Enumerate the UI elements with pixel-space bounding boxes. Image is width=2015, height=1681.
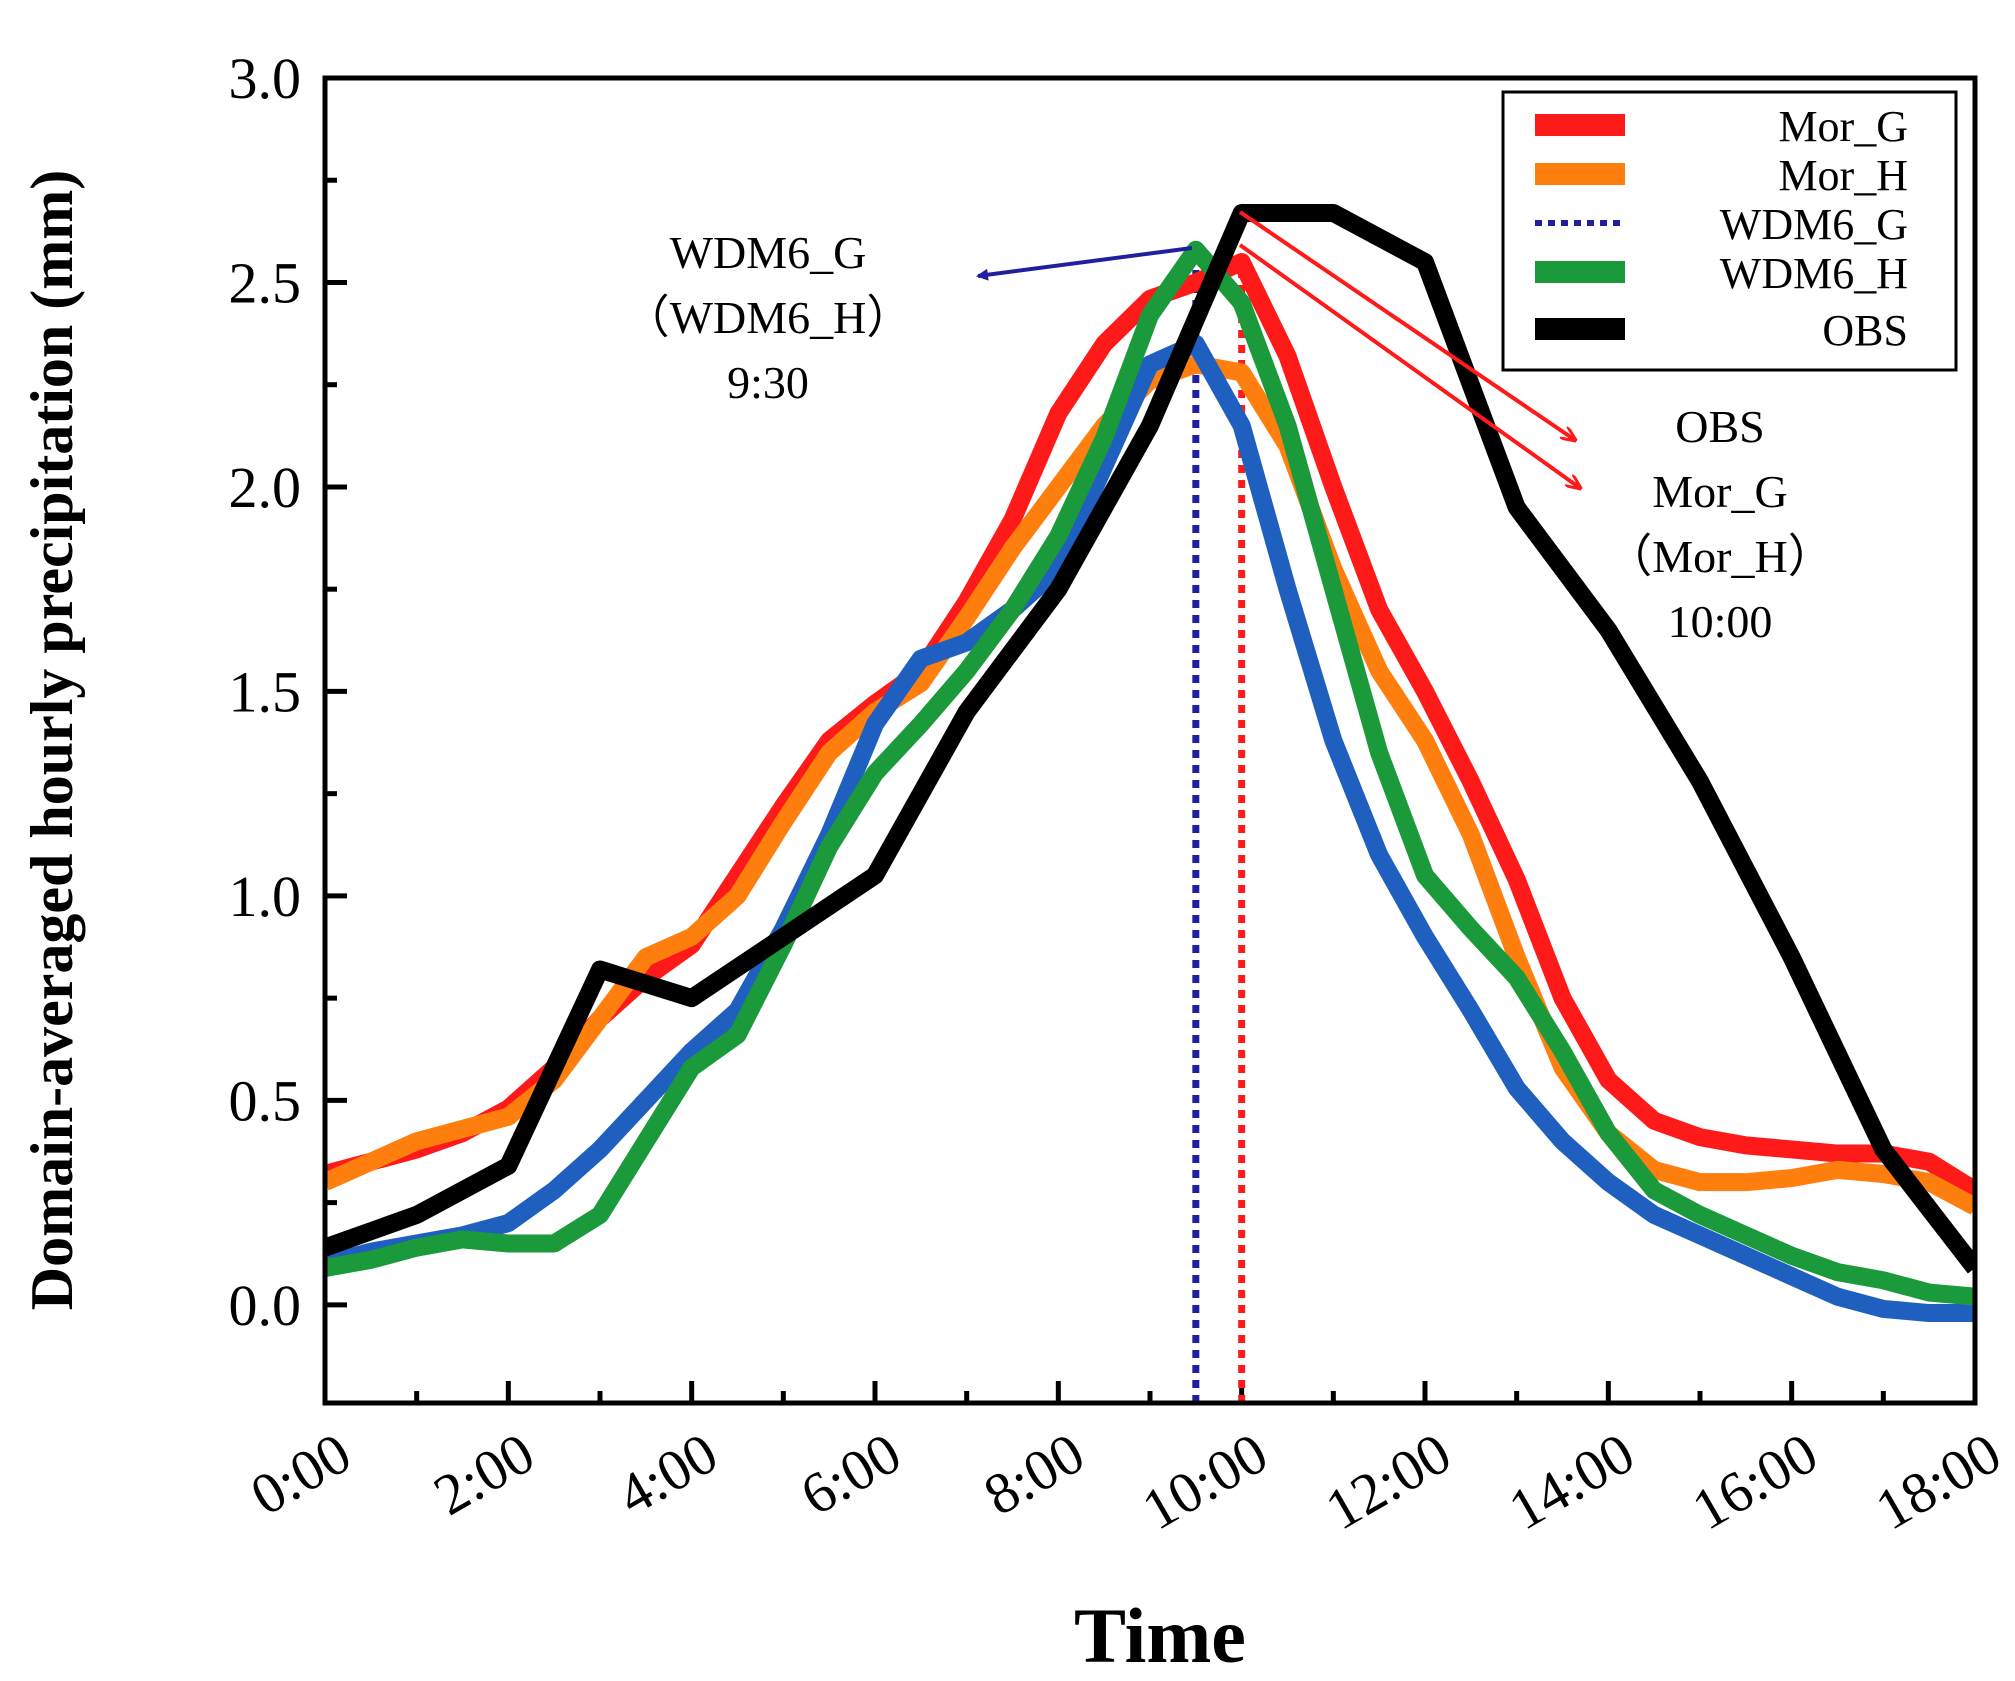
y-tick-label: 1.5 bbox=[229, 659, 302, 724]
x-tick-label: 14:00 bbox=[1498, 1420, 1645, 1542]
series-line-wdm6-g bbox=[325, 334, 1975, 1323]
legend-label-mor-h: Mor_H bbox=[1778, 151, 1908, 200]
annotation-wdm6-line-1: WDM6_G bbox=[670, 227, 867, 278]
x-tick-label: 6:00 bbox=[790, 1420, 912, 1528]
legend-label-wdm6-h: WDM6_H bbox=[1720, 249, 1908, 298]
y-tick-label: 0.0 bbox=[229, 1273, 302, 1338]
x-tick-label: 16:00 bbox=[1681, 1420, 1828, 1542]
x-tick-label: 18:00 bbox=[1865, 1420, 2012, 1542]
annotation-obs-line-3: （Mor_H） bbox=[1606, 531, 1833, 582]
series-lines bbox=[325, 203, 1975, 1323]
legend-label-mor-g: Mor_G bbox=[1778, 102, 1908, 151]
y-tick-label: 1.0 bbox=[229, 864, 302, 929]
y-tick-label: 2.5 bbox=[229, 250, 302, 315]
annotation-wdm6-line-2: （WDM6_H） bbox=[624, 292, 913, 343]
legend-label-wdm6-g: WDM6_G bbox=[1720, 200, 1908, 249]
x-tick-labels: 0:00 2:00 4:00 6:00 8:00 10:00 12:00 14:00 16:00… bbox=[240, 1420, 2012, 1542]
annotation-wdm6-arrow bbox=[976, 246, 1193, 281]
x-tick-label: 0:00 bbox=[240, 1420, 362, 1528]
series-line-wdm6-h bbox=[325, 240, 1975, 1306]
annotation-obs-mor: OBS Mor_G （Mor_H） 10:00 bbox=[1238, 210, 1834, 647]
legend: Mor_G Mor_H WDM6_G WDM6_H OBS bbox=[1501, 90, 1958, 372]
legend-label-obs: OBS bbox=[1822, 306, 1908, 355]
annotation-obs-line-2: Mor_G bbox=[1652, 466, 1787, 517]
x-tick-label: 8:00 bbox=[973, 1420, 1095, 1528]
annotation-obs-arrow bbox=[1238, 210, 1575, 440]
y-tick-label: 3.0 bbox=[229, 46, 302, 111]
series-line-obs bbox=[325, 203, 1975, 1274]
y-tick-label: 0.5 bbox=[229, 1068, 302, 1133]
x-tick-label: 4:00 bbox=[606, 1420, 728, 1528]
annotation-obs-line-1: OBS bbox=[1675, 401, 1764, 452]
annotation-wdm6: WDM6_G （WDM6_H） 9:30 bbox=[624, 227, 1193, 408]
annotation-obs-line-4: 10:00 bbox=[1668, 596, 1773, 647]
y-tick-label: 2.0 bbox=[229, 455, 302, 520]
reference-lines bbox=[1192, 253, 1246, 1403]
x-axis-title: Time bbox=[1074, 1592, 1246, 1679]
x-tick-label: 2:00 bbox=[423, 1420, 545, 1528]
plot-frame bbox=[322, 75, 1978, 1406]
annotation-mor-arrow bbox=[1238, 243, 1580, 488]
y-axis-title: Domain-averaged hourly precipitation (mm… bbox=[19, 170, 85, 1310]
x-tick-label: 12:00 bbox=[1315, 1420, 1462, 1542]
y-tick-labels: 0.0 0.5 1.0 1.5 2.0 2.5 3.0 bbox=[229, 46, 302, 1338]
x-tick-label: 10:00 bbox=[1131, 1420, 1278, 1542]
annotation-wdm6-line-3: 9:30 bbox=[727, 357, 809, 408]
